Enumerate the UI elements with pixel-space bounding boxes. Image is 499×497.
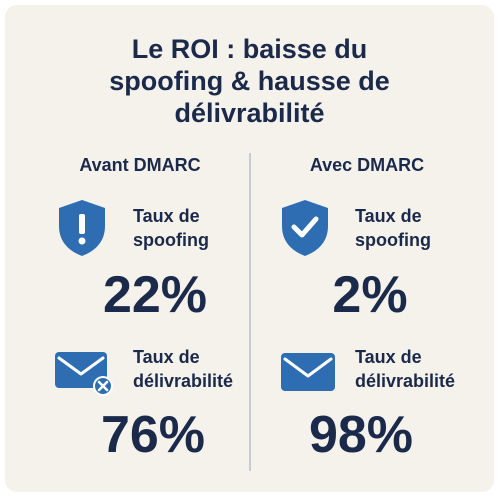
after-spoofing-label-line-1: Taux de (355, 206, 422, 226)
after-spoofing-value: 2% (332, 266, 408, 324)
title-line-1: Le ROI : baisse du (131, 34, 368, 64)
title-line-2: spoofing & hausse de (109, 66, 390, 96)
column-divider (249, 153, 251, 471)
before-deliverability-label-line-2: délivrabilité (133, 371, 234, 391)
after-deliverability-label: Taux de délivrabilité (355, 345, 455, 393)
page-title: Le ROI : baisse du spoofing & hausse de … (5, 33, 494, 129)
envelope-icon (281, 353, 335, 391)
before-deliverability-label: Taux de délivrabilité (133, 345, 233, 393)
before-deliverability-value: 76% (100, 406, 206, 464)
title-line-3: délivrabilité (174, 98, 325, 128)
shield-check-icon (282, 200, 328, 256)
before-spoofing-label: Taux de spoofing (133, 204, 209, 252)
after-deliverability-label-line-2: délivrabilité (355, 371, 456, 391)
shield-exclamation-icon (59, 200, 105, 256)
after-heading: Avec DMARC (309, 155, 425, 175)
roi-card: Le ROI : baisse du spoofing & hausse de … (5, 5, 494, 492)
envelope-x-icon (55, 352, 113, 396)
before-deliverability-label-line-1: Taux de (133, 347, 200, 367)
after-spoofing-label-line-2: spoofing (355, 230, 431, 250)
before-heading: Avant DMARC (79, 155, 201, 175)
before-spoofing-value: 22% (102, 266, 208, 324)
before-spoofing-label-line-1: Taux de (133, 206, 200, 226)
after-spoofing-label: Taux de spoofing (355, 204, 431, 252)
after-deliverability-label-line-1: Taux de (355, 347, 422, 367)
before-spoofing-label-line-2: spoofing (133, 230, 209, 250)
after-deliverability-value: 98% (308, 406, 414, 464)
